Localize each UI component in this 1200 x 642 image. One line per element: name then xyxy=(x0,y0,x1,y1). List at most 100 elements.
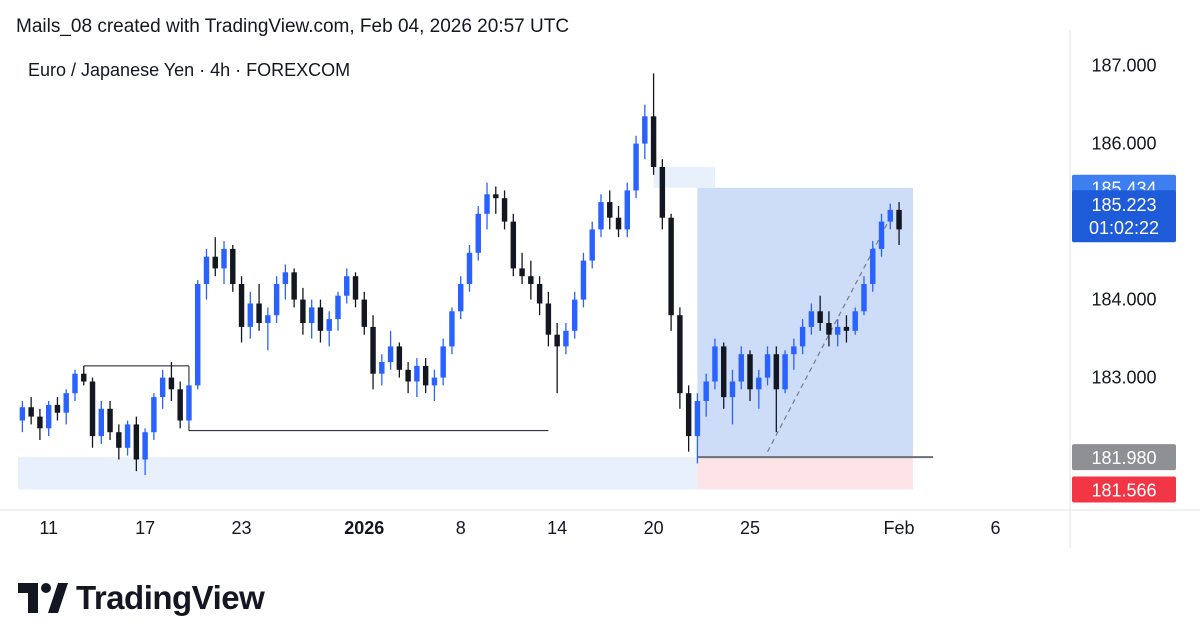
candle xyxy=(633,135,639,199)
stop-label: 181.566 xyxy=(1072,476,1176,503)
candle xyxy=(45,401,52,437)
candle-body xyxy=(834,326,841,335)
candle-body xyxy=(203,256,210,284)
candle xyxy=(405,362,411,394)
candle-body xyxy=(747,354,753,390)
candle-body xyxy=(186,385,192,421)
candle xyxy=(642,104,648,160)
candle-body xyxy=(431,377,438,386)
candle-body xyxy=(475,213,481,253)
candle-body xyxy=(379,362,385,374)
candle xyxy=(449,307,455,355)
candle xyxy=(466,245,473,292)
candle xyxy=(747,350,753,401)
candle-body xyxy=(308,307,315,323)
current-price-text: 185.223 xyxy=(1091,195,1156,215)
candle-body xyxy=(457,284,464,312)
candle-body xyxy=(484,194,490,214)
countdown-text: 01:02:22 xyxy=(1089,218,1159,238)
candle xyxy=(28,397,34,425)
candle xyxy=(870,241,876,292)
candle xyxy=(133,416,140,472)
candle xyxy=(344,268,350,304)
candle-body xyxy=(142,432,148,460)
tradingview-logo-icon xyxy=(18,583,68,613)
candle xyxy=(519,252,525,284)
candle-body xyxy=(510,221,517,269)
candle-body xyxy=(45,404,52,429)
candle-body xyxy=(887,209,894,222)
stop-label-text: 181.566 xyxy=(1091,480,1156,500)
stop-zone xyxy=(697,457,914,490)
x-tick-label: 17 xyxy=(135,518,155,538)
candle-body xyxy=(107,408,113,433)
candle xyxy=(782,350,788,394)
candle xyxy=(580,252,587,308)
candle xyxy=(712,338,718,390)
candle xyxy=(843,315,850,343)
x-tick-label: 23 xyxy=(232,518,252,538)
candle-body xyxy=(177,389,183,421)
candle xyxy=(501,190,508,230)
candle-body xyxy=(536,284,543,304)
candle xyxy=(37,408,43,440)
candle xyxy=(273,276,280,323)
candle-body xyxy=(852,311,858,331)
candle xyxy=(326,311,332,347)
entry-label-box xyxy=(1072,444,1176,471)
candle xyxy=(238,276,245,343)
candle xyxy=(317,299,324,343)
candle-body xyxy=(54,404,61,413)
candle xyxy=(852,307,858,335)
price-chart[interactable]: 187.000 186.000 184.000 183.000 11 17 23 2026 8 1… xyxy=(0,0,1200,560)
candle xyxy=(677,307,683,409)
candle xyxy=(379,354,385,386)
candle-body xyxy=(449,311,455,347)
candle-body xyxy=(782,354,788,390)
candle-body xyxy=(28,407,34,417)
candle-body xyxy=(396,346,403,370)
tradingview-logo[interactable]: TradingView xyxy=(18,578,265,618)
candle-body xyxy=(326,319,332,331)
candle xyxy=(528,260,534,300)
candle xyxy=(799,319,806,355)
candle xyxy=(615,206,622,238)
symbol-title[interactable]: Euro / Japanese Yen · 4h · FOREXCOM xyxy=(28,60,351,80)
candle-body xyxy=(694,401,701,437)
candle-body xyxy=(300,299,306,323)
candle-body xyxy=(81,373,87,382)
candle xyxy=(764,346,771,386)
y-tick-label: 186.000 xyxy=(1091,134,1156,154)
candle-body xyxy=(554,334,560,347)
candle xyxy=(536,276,543,316)
candle xyxy=(685,385,692,452)
candle-body xyxy=(230,248,236,284)
candle xyxy=(265,307,271,351)
candle xyxy=(878,213,885,257)
x-tick-label: 6 xyxy=(990,518,1000,538)
candle-body xyxy=(668,217,674,316)
candle-body xyxy=(773,354,780,390)
candle xyxy=(256,284,262,331)
candle-body xyxy=(98,408,105,437)
candle-body xyxy=(659,167,666,218)
candle-body xyxy=(352,276,359,300)
candle xyxy=(72,369,78,401)
candle-body xyxy=(677,315,683,394)
axis-layer: 187.000 186.000 184.000 183.000 11 17 23 2026 8 1… xyxy=(0,30,1200,548)
candle-body xyxy=(519,268,525,277)
candle xyxy=(300,287,306,335)
candle-body xyxy=(19,407,26,421)
candle-body xyxy=(370,326,376,374)
candle-body xyxy=(273,284,280,316)
candle-body xyxy=(37,416,43,429)
candle xyxy=(817,295,823,331)
y-tick-label: 184.000 xyxy=(1091,290,1156,310)
candle xyxy=(159,369,166,409)
zones-layer xyxy=(18,167,914,490)
candle xyxy=(887,203,894,230)
candle xyxy=(247,291,254,339)
candle xyxy=(168,362,175,401)
candle-body xyxy=(878,221,885,249)
candle xyxy=(650,73,657,175)
